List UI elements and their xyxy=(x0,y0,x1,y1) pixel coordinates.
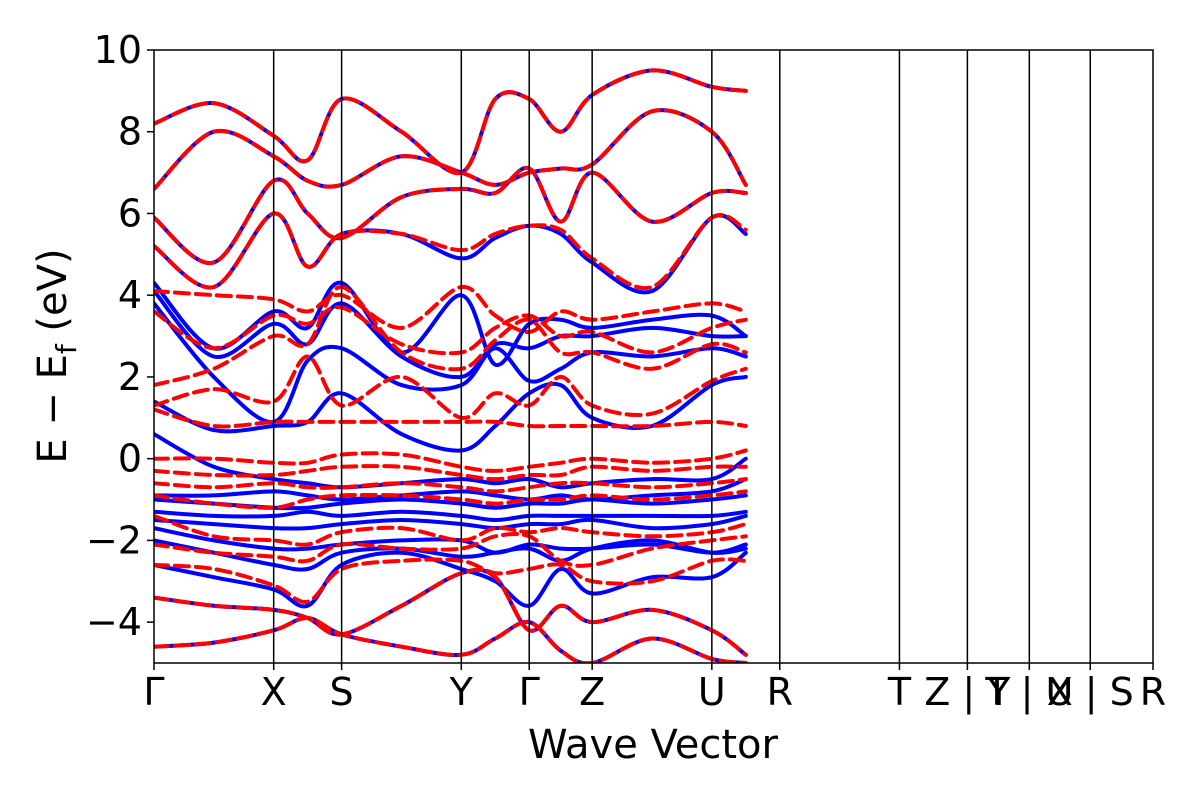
band-line xyxy=(154,489,748,510)
band-line xyxy=(154,616,748,663)
band-line xyxy=(154,557,748,604)
x-tick-label: S xyxy=(330,670,354,714)
y-tick-label: −4 xyxy=(86,600,142,644)
y-tick-label: 8 xyxy=(118,110,142,154)
x-tick-label: R xyxy=(767,670,793,714)
band-line xyxy=(154,211,748,291)
band-line xyxy=(154,166,748,265)
x-tick-label: Y xyxy=(449,670,474,714)
band-line xyxy=(154,166,748,265)
x-tick-label: U xyxy=(698,670,726,714)
series-dashed xyxy=(154,68,748,663)
x-tick-label: Γ xyxy=(143,670,164,714)
plot-frame xyxy=(153,49,1154,664)
band-line xyxy=(154,354,748,420)
x-tick-label: T | U xyxy=(984,670,1073,715)
y-tick-label: −2 xyxy=(86,518,142,562)
band-line xyxy=(154,550,748,609)
x-tick-label: Z | Y xyxy=(924,670,1011,715)
band-line xyxy=(154,477,748,494)
band-line xyxy=(154,509,748,522)
band-line xyxy=(154,285,748,388)
x-tick-label: X | S xyxy=(1047,670,1134,715)
x-tick-label: T xyxy=(887,670,912,714)
y-axis-label: E − Ef (eV) xyxy=(30,248,83,463)
band-line xyxy=(154,108,748,191)
x-axis-label: Wave Vector xyxy=(528,722,779,768)
band-line xyxy=(154,108,748,191)
y-axis-label-unit: (eV) xyxy=(30,248,76,344)
band-line xyxy=(154,374,748,453)
y-axis: −4 −2 0 2 4 6 8 10 xyxy=(86,28,154,644)
band-line xyxy=(154,477,748,502)
bands-layer xyxy=(154,68,748,663)
band-line xyxy=(154,68,748,176)
band-line xyxy=(154,407,748,429)
y-axis-label-main: E − E xyxy=(30,354,76,464)
band-line xyxy=(154,513,748,531)
y-tick-label: 2 xyxy=(118,355,142,399)
band-line xyxy=(154,301,748,424)
x-tick-label: X xyxy=(261,670,287,714)
y-tick-label: 10 xyxy=(94,28,142,72)
band-line xyxy=(154,526,748,555)
band-line xyxy=(154,464,748,482)
band-line xyxy=(154,513,748,547)
y-axis-label-subscript: f xyxy=(50,343,83,354)
y-tick-label: 6 xyxy=(118,191,142,235)
band-line xyxy=(154,531,748,568)
y-tick-label: 0 xyxy=(118,437,142,481)
band-line xyxy=(154,284,748,334)
band-line xyxy=(154,538,748,572)
x-tick-label: R xyxy=(1140,670,1166,714)
x-tick-label: Z xyxy=(579,670,605,714)
band-line xyxy=(154,448,748,473)
band-line xyxy=(154,68,748,176)
band-line xyxy=(154,567,748,657)
y-tick-label: 4 xyxy=(118,273,142,317)
band-line xyxy=(154,493,748,511)
x-tick-label: Γ xyxy=(519,670,540,714)
kpoint-lines xyxy=(272,50,1092,663)
